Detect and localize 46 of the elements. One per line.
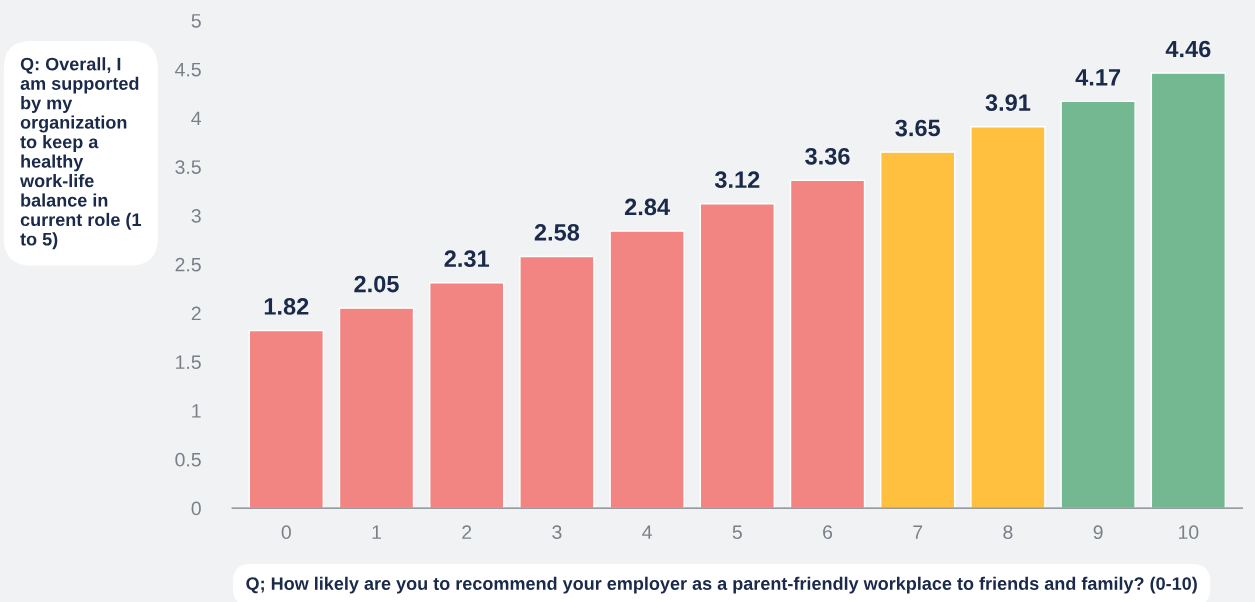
x-tick-label: 6 <box>823 525 833 540</box>
x-tick-label: 7 <box>913 525 923 539</box>
bar <box>880 151 956 509</box>
x-tick-label: 5 <box>732 525 742 540</box>
y-tick-label: 0 <box>191 501 201 516</box>
x-tick-label: 9 <box>1093 525 1103 540</box>
bar <box>1150 72 1227 509</box>
bar <box>699 203 775 509</box>
data-label: 3.91 <box>985 94 1031 112</box>
y-tick-label: 4.5 <box>175 62 201 77</box>
bar <box>789 179 866 509</box>
data-label: 3.65 <box>895 119 941 137</box>
bar <box>429 282 505 509</box>
bar <box>519 255 595 509</box>
data-label: 4.46 <box>1165 40 1211 58</box>
y-tick-label: 5 <box>191 14 201 28</box>
y-tick-label: 1.5 <box>176 355 201 370</box>
x-tick-label: 1 <box>372 525 381 539</box>
data-label: 1.82 <box>264 298 309 315</box>
y-tick-label: 1 <box>192 404 201 418</box>
data-label: 2.84 <box>624 198 670 216</box>
data-label: 3.12 <box>714 171 760 189</box>
x-tick-label: 8 <box>1003 525 1013 540</box>
bar <box>338 307 415 509</box>
x-axis-title: Q; How likely are you to recommend your employer as a parent-friendly workplace to friends and family? (0-10) <box>246 576 1197 594</box>
data-label: 2.05 <box>354 275 399 293</box>
x-tick-label: 4 <box>642 525 652 539</box>
bar <box>1060 100 1136 509</box>
x-tick-label: 2 <box>462 525 472 539</box>
x-tick-label: 3 <box>552 525 562 540</box>
y-tick-label: 2 <box>191 306 201 321</box>
x-tick-label: 10 <box>1179 525 1199 540</box>
y-tick-label: 0.5 <box>175 452 201 467</box>
y-tick-label: 3 <box>191 208 201 223</box>
data-label: 4.17 <box>1075 69 1121 86</box>
x-tick-label: 0 <box>281 525 291 540</box>
bar <box>609 230 685 509</box>
text: Q: Overall, I am supported by my organization to keep a healthy work-life balance in current role (1 to 5) <box>20 57 141 250</box>
y-tick-label: 4 <box>191 111 202 126</box>
y-tick-label: 3.5 <box>175 160 201 174</box>
bar <box>248 329 324 509</box>
data-label: 2.31 <box>444 250 490 268</box>
data-label: 2.58 <box>534 223 580 241</box>
y-tick-label: 2.5 <box>175 257 201 272</box>
data-label: 3.36 <box>805 147 850 165</box>
bar <box>970 126 1046 509</box>
